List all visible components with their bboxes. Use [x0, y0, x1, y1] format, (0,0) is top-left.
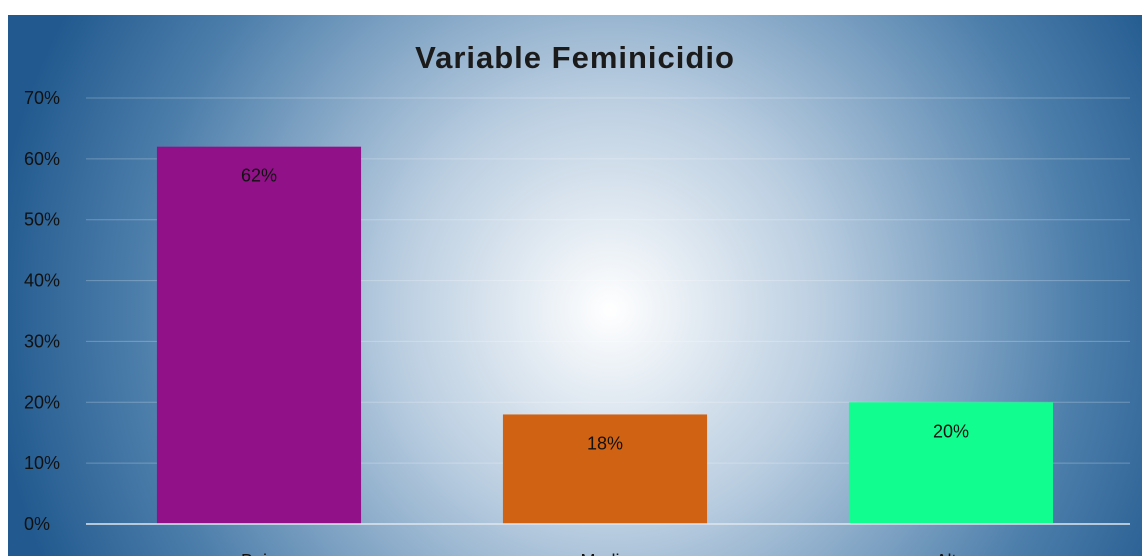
- x-tick-label: Medio: [580, 551, 629, 556]
- data-label: 20%: [933, 421, 969, 441]
- y-tick-label: 30%: [24, 331, 60, 351]
- bar: [502, 414, 708, 524]
- y-tick-label: 0%: [24, 514, 50, 534]
- bar: [848, 402, 1054, 524]
- data-label: 62%: [241, 166, 277, 186]
- x-tick-label: Alto: [935, 551, 966, 556]
- y-tick-label: 20%: [24, 392, 60, 412]
- y-tick-label: 60%: [24, 149, 60, 169]
- y-tick-label: 10%: [24, 453, 60, 473]
- y-tick-label: 50%: [24, 210, 60, 230]
- y-tick-label: 70%: [24, 88, 60, 108]
- y-tick-label: 40%: [24, 271, 60, 291]
- bar: [156, 146, 362, 524]
- chart-title: Variable Feminicidio: [415, 40, 735, 75]
- x-tick-label: Bajo: [241, 551, 277, 556]
- data-label: 18%: [587, 433, 623, 453]
